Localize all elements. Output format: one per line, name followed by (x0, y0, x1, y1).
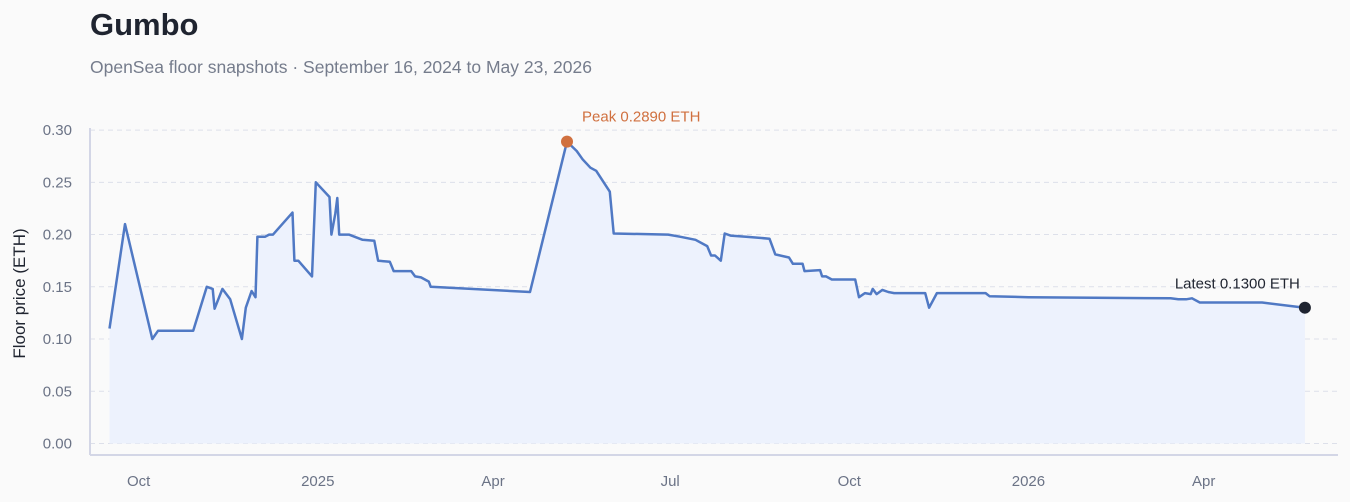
x-tick-label: Apr (1192, 473, 1215, 490)
y-axis-title: Floor price (ETH) (10, 228, 29, 358)
x-tick-label: Jul (661, 473, 680, 490)
x-tick-label: Apr (481, 473, 504, 490)
y-tick-label: 0.15 (43, 279, 72, 296)
series-area-fill (109, 141, 1305, 444)
series-line (108, 140, 1306, 341)
peak-marker (561, 135, 574, 148)
x-tick-label: Oct (127, 473, 151, 490)
latest-label: Latest 0.1300 ETH (1175, 276, 1300, 293)
chart-subtitle: OpenSea floor snapshots · September 16, … (90, 57, 592, 77)
x-tick-label: 2025 (301, 473, 334, 490)
y-tick-label: 0.10 (43, 331, 72, 348)
chart-title: Gumbo (90, 7, 199, 42)
x-axis-ticks: Oct 2025 Apr Jul Oct 2026 Apr (127, 473, 1215, 490)
y-tick-label: 0.30 (43, 122, 72, 139)
x-tick-label: Oct (838, 473, 862, 490)
y-tick-label: 0.20 (43, 227, 72, 244)
chart-header: Gumbo OpenSea floor snapshots · Septembe… (90, 6, 592, 78)
y-tick-label: 0.05 (43, 383, 72, 400)
x-tick-label: 2026 (1012, 473, 1045, 490)
latest-marker (1298, 301, 1311, 314)
y-tick-label: 0.00 (43, 436, 72, 453)
y-axis-ticks: 0.00 0.05 0.10 0.15 0.20 0.25 0.30 (43, 122, 72, 452)
peak-label: Peak 0.2890 ETH (582, 109, 700, 126)
y-tick-label: 0.25 (43, 174, 72, 191)
